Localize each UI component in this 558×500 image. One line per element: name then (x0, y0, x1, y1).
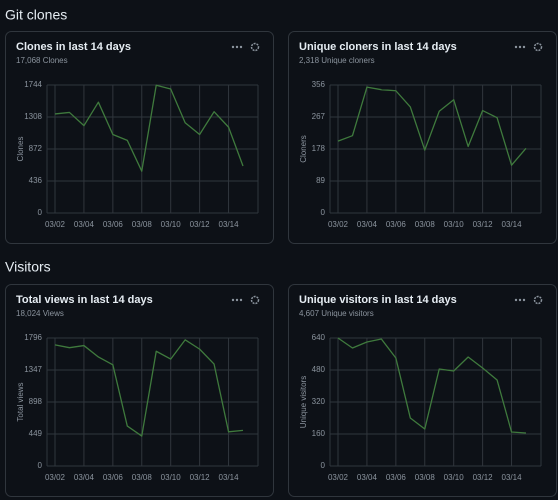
x-tick-label: 03/06 (103, 473, 124, 482)
more-dot[interactable] (518, 45, 522, 49)
x-tick-label: 03/12 (473, 473, 494, 482)
y-tick-label: 449 (29, 429, 43, 438)
x-tick-label: 03/14 (219, 220, 240, 229)
x-tick-label: 03/04 (74, 473, 95, 482)
card-title: Unique cloners in last 14 days (299, 41, 457, 53)
card-subtitle: 18,024 Views (16, 309, 64, 318)
x-tick-label: 03/04 (357, 473, 378, 482)
card-subtitle: 2,318 Unique cloners (299, 56, 375, 65)
data-line (54, 339, 244, 437)
x-tick-label: 03/14 (502, 220, 523, 229)
x-tick-label: 03/02 (328, 220, 349, 229)
y-tick-label: 0 (321, 208, 326, 217)
x-tick-label: 03/12 (473, 220, 494, 229)
card-title: Unique visitors in last 14 days (299, 294, 457, 306)
data-line (54, 84, 244, 172)
x-tick-label: 03/10 (161, 220, 182, 229)
section-title: Git clones (5, 7, 67, 23)
x-tick-label: 03/08 (415, 220, 436, 229)
y-axis-label: Total views (16, 382, 25, 421)
settings-icon[interactable] (533, 42, 543, 52)
more-dot[interactable] (239, 298, 243, 302)
settings-icon[interactable] (533, 295, 543, 305)
x-tick-label: 03/06 (386, 473, 407, 482)
y-tick-label: 436 (29, 176, 43, 185)
more-dot[interactable] (239, 45, 243, 49)
more-dot[interactable] (235, 298, 239, 302)
x-tick-label: 03/10 (161, 473, 182, 482)
card-subtitle: 17,068 Clones (16, 56, 68, 65)
x-tick-label: 03/06 (386, 220, 407, 229)
x-tick-label: 03/12 (190, 473, 211, 482)
y-axis-label: Unique visitors (299, 376, 308, 428)
y-tick-label: 1308 (24, 112, 42, 121)
y-tick-label: 0 (38, 208, 43, 217)
x-tick-label: 03/02 (328, 473, 349, 482)
y-axis-label: Clones (16, 137, 25, 162)
x-tick-label: 03/02 (45, 220, 66, 229)
x-tick-label: 03/14 (502, 473, 523, 482)
x-tick-label: 03/10 (444, 220, 465, 229)
y-tick-label: 356 (312, 80, 326, 89)
y-tick-label: 0 (38, 461, 43, 470)
x-tick-label: 03/12 (190, 220, 211, 229)
y-tick-label: 872 (29, 144, 43, 153)
y-tick-label: 480 (312, 365, 326, 374)
more-dot[interactable] (235, 45, 239, 49)
settings-icon[interactable] (250, 42, 260, 52)
card-title: Clones in last 14 days (16, 41, 131, 53)
y-tick-label: 267 (312, 112, 326, 121)
section-title: Visitors (5, 259, 51, 275)
x-tick-label: 03/02 (45, 473, 66, 482)
y-axis-label: Cloners (299, 135, 308, 163)
more-dot[interactable] (514, 298, 518, 302)
x-tick-label: 03/04 (74, 220, 95, 229)
y-tick-label: 89 (316, 176, 325, 185)
more-dot[interactable] (518, 298, 522, 302)
x-tick-label: 03/08 (132, 473, 153, 482)
x-tick-label: 03/04 (357, 220, 378, 229)
y-tick-label: 1744 (24, 80, 42, 89)
y-tick-label: 1796 (24, 333, 42, 342)
y-tick-label: 898 (29, 397, 43, 406)
y-tick-label: 178 (312, 144, 326, 153)
settings-icon[interactable] (250, 295, 260, 305)
more-dot[interactable] (522, 298, 526, 302)
data-line (337, 86, 527, 166)
more-dot[interactable] (522, 45, 526, 49)
more-dot[interactable] (231, 298, 235, 302)
x-tick-label: 03/08 (415, 473, 436, 482)
card-title: Total views in last 14 days (16, 294, 153, 306)
data-line (337, 337, 527, 434)
card-subtitle: 4,607 Unique visitors (299, 309, 374, 318)
x-tick-label: 03/08 (132, 220, 153, 229)
y-tick-label: 1347 (24, 365, 42, 374)
y-tick-label: 640 (312, 333, 326, 342)
more-dot[interactable] (231, 45, 235, 49)
y-tick-label: 0 (321, 461, 326, 470)
more-dot[interactable] (514, 45, 518, 49)
y-tick-label: 320 (312, 397, 326, 406)
x-tick-label: 03/10 (444, 473, 465, 482)
x-tick-label: 03/14 (219, 473, 240, 482)
x-tick-label: 03/06 (103, 220, 124, 229)
y-tick-label: 160 (312, 429, 326, 438)
